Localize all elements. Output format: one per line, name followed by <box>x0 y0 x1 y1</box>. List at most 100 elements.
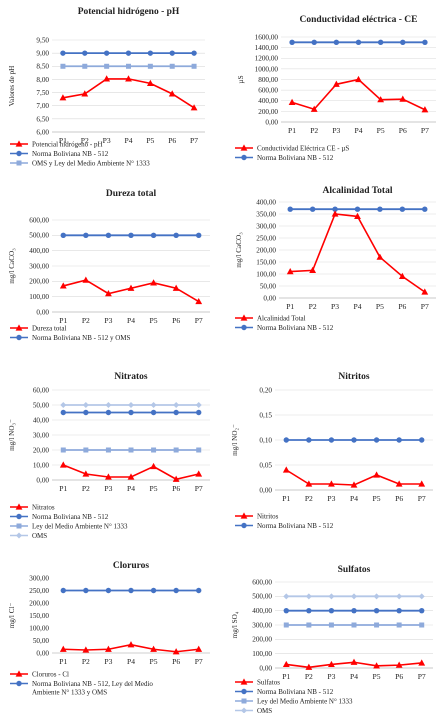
data-point-s1-p6 <box>422 39 428 46</box>
data-point-s2-p2 <box>328 622 334 628</box>
data-point-s0-p2 <box>328 660 335 668</box>
chart-svg: Nitritos 0,00 0,05 0,10 0,15 0,20 P1 P2 P3 P4 P5 P6… <box>231 372 433 530</box>
y-tick-label: 200,00 <box>256 246 276 254</box>
data-point-s2-p2 <box>105 447 111 453</box>
data-point-s1-p3 <box>355 39 362 46</box>
x-tick-label: P5 <box>150 484 158 493</box>
data-point-s1-p4 <box>377 39 384 46</box>
legend-label: Norma Boliviana NB - 512 y OMS <box>32 334 130 342</box>
legend-marker <box>16 513 22 520</box>
x-tick-label: P4 <box>127 657 135 666</box>
legend-marker <box>240 314 248 321</box>
x-tick-label: P4 <box>127 316 135 325</box>
data-point-s3-p5 <box>173 402 180 408</box>
legend-marker <box>15 503 23 510</box>
data-point-s0-p5 <box>172 475 180 482</box>
data-point-s3-p4 <box>150 402 157 408</box>
legend-marker <box>15 324 23 331</box>
data-point-s1-p2 <box>332 206 338 212</box>
data-point-s3-p2 <box>328 593 335 600</box>
y-tick-label: 800,00 <box>258 76 278 84</box>
y-tick-label: 0,15 <box>259 411 272 419</box>
data-point-s0-p4 <box>373 662 380 669</box>
y-axis-label: mg/l CaCO₃ <box>235 232 243 268</box>
x-tick-label: P3 <box>327 672 335 681</box>
series-line-0 <box>63 279 200 303</box>
x-tick-label: P3 <box>104 484 112 493</box>
legend-label: Ley del Medio Ambiente N° 1333 <box>257 698 353 706</box>
data-point-s0-p5 <box>395 480 403 487</box>
data-point-s1-p5 <box>169 50 175 56</box>
data-point-s1-p4 <box>373 437 380 443</box>
chart-cloruros: Cloruros 0,00 50,00 100,00 150,00 200,00 250,0… <box>0 558 223 713</box>
legend-label: Sulfatos <box>257 679 280 687</box>
x-tick-label: P2 <box>82 657 90 666</box>
data-point-s0-p1 <box>305 480 313 487</box>
y-tick-label: 60,00 <box>33 386 50 394</box>
x-tick-label: P5 <box>377 126 385 135</box>
chart-ph: Potencial hidrógeno - pH 6,00 6,50 7,00 7,50… <box>0 0 223 180</box>
y-axis-label: mg/l NO₃⁻ <box>8 419 16 451</box>
data-point-s1-p6 <box>196 587 202 594</box>
x-tick-label: P1 <box>282 672 290 681</box>
data-point-s1-p4 <box>150 409 157 416</box>
y-axis-label: mg/l SO₄ <box>231 611 239 638</box>
x-tick-label: P4 <box>350 494 358 503</box>
data-point-s0-p1 <box>305 663 313 670</box>
data-point-s0-p2 <box>105 645 112 652</box>
legend-label: Potencial hidrógeno - pH <box>32 141 103 149</box>
data-point-s0-p5 <box>172 284 180 291</box>
data-point-s3-p3 <box>128 402 134 408</box>
data-point-s1-p0 <box>60 587 66 594</box>
y-tick-label: 1200,00 <box>255 55 279 63</box>
y-tick-label: 1600,00 <box>255 33 279 41</box>
x-tick-label: P4 <box>127 484 135 493</box>
legend-label: Cloruros - Cl <box>32 671 69 679</box>
data-point-s0-p6 <box>418 480 426 487</box>
y-tick-label: 400,00 <box>256 198 276 206</box>
data-point-s0-p1 <box>309 266 317 273</box>
y-tick-label: 50,00 <box>260 282 277 290</box>
data-point-s0-p3 <box>127 473 135 480</box>
data-point-s1-p4 <box>150 232 157 239</box>
chart-title: Dureza total <box>106 189 157 199</box>
data-point-s1-p1 <box>306 607 312 614</box>
legend-marker <box>16 334 22 341</box>
y-tick-label: 0,00 <box>259 486 272 494</box>
chart-conductividad: Conductividad eléctrica - CE 0,00 200,00 40… <box>223 0 446 180</box>
data-point-s0-p2 <box>105 473 112 480</box>
legend-label: Norma Boliviana NB - 512 <box>32 513 109 521</box>
y-tick-label: 40,00 <box>33 416 50 424</box>
y-tick-label: 8,00 <box>36 76 49 84</box>
data-point-s0-p3 <box>355 75 362 83</box>
x-tick-label: P2 <box>82 316 90 325</box>
x-tick-label: P4 <box>124 136 132 145</box>
data-point-s2-p5 <box>396 622 402 628</box>
y-tick-label: 300,00 <box>29 262 49 270</box>
data-point-s0-p4 <box>150 279 157 286</box>
data-point-s2-p5 <box>169 63 175 69</box>
data-point-s1-p5 <box>399 206 406 212</box>
y-tick-label: 9,00 <box>36 50 49 58</box>
x-tick-label: P5 <box>146 136 154 145</box>
data-point-s2-p0 <box>60 447 66 453</box>
data-point-s1-p0 <box>283 607 289 614</box>
x-tick-label: P3 <box>332 126 340 135</box>
y-tick-label: 200,00 <box>29 599 49 607</box>
data-point-s3-p6 <box>195 402 202 408</box>
data-point-s1-p6 <box>422 206 428 212</box>
chart-svg: Dureza total 0,00 100,00 200,00 300,00 400,00… <box>8 189 210 342</box>
data-point-s1-p1 <box>83 587 89 594</box>
y-tick-label: 200,00 <box>258 108 278 116</box>
y-tick-label: 0,00 <box>36 308 49 316</box>
chart-nitritos: Nitritos 0,00 0,05 0,10 0,15 0,20 P1 P2 P3 P4 P5 P6… <box>223 365 446 555</box>
data-point-s1-p4 <box>377 206 383 212</box>
y-axis-label: µS <box>237 75 245 83</box>
data-point-s1-p6 <box>191 50 197 56</box>
data-point-s1-p5 <box>173 232 179 239</box>
data-point-s1-p0 <box>60 232 66 239</box>
x-tick-label: P7 <box>418 672 426 681</box>
y-tick-label: 100,00 <box>29 293 49 301</box>
x-tick-label: P6 <box>172 484 180 493</box>
data-point-s0-p5 <box>168 90 176 97</box>
